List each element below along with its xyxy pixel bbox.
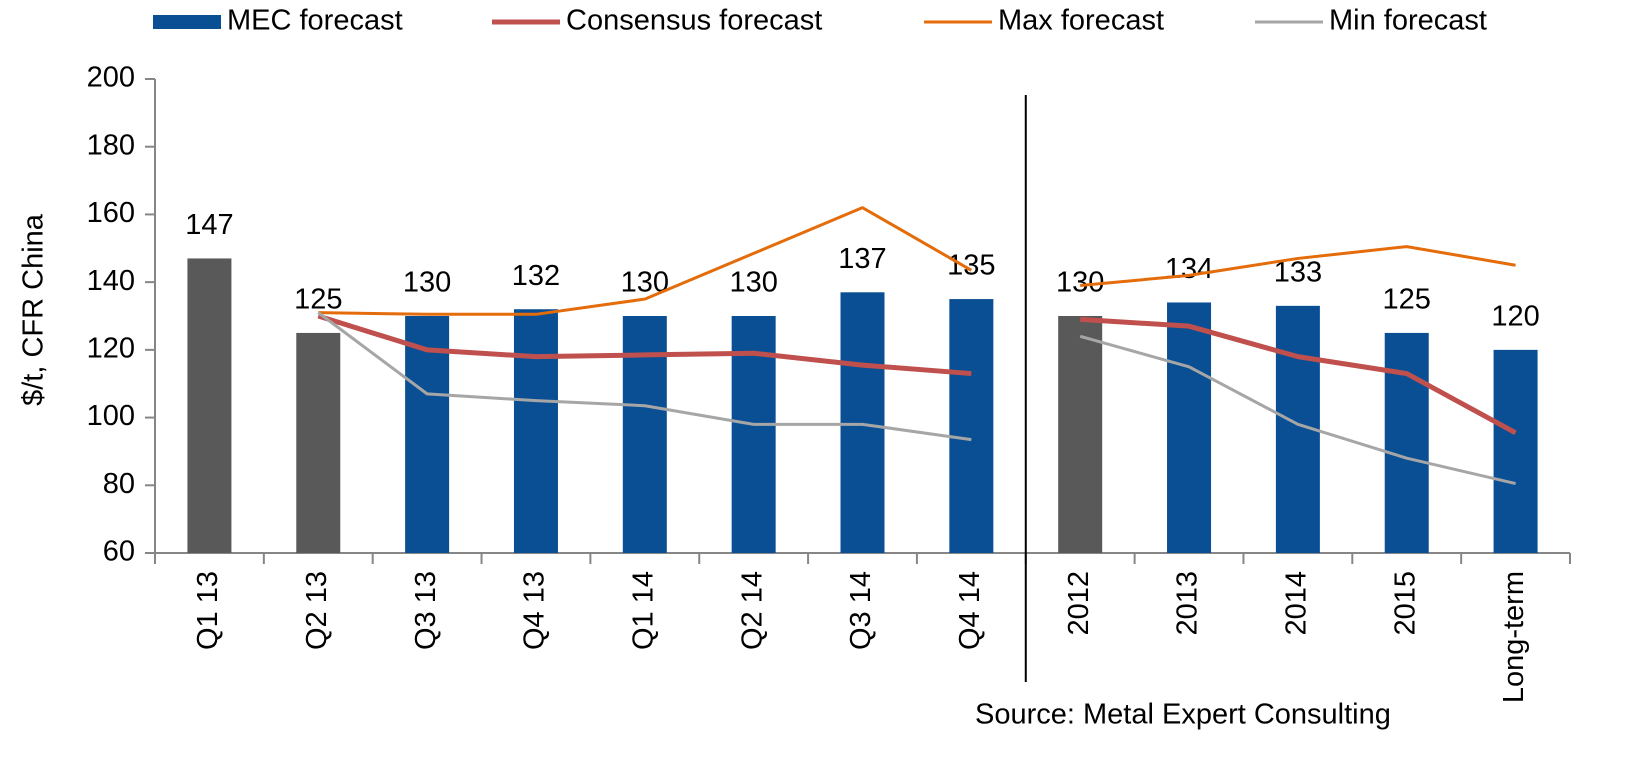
- data-label: 147: [185, 209, 233, 241]
- bar: [405, 316, 450, 553]
- bar: [187, 258, 232, 553]
- y-tick-label: 120: [87, 333, 135, 365]
- line: [317, 313, 972, 377]
- y-tick-label: 160: [87, 197, 135, 229]
- bar: [1058, 316, 1103, 553]
- legend-swatch: [153, 15, 221, 29]
- line: [1080, 245, 1516, 288]
- x-tick-label: Q4 14: [954, 571, 986, 650]
- x-tick-label: 2012: [1063, 571, 1095, 636]
- y-tick-label: 100: [87, 400, 135, 432]
- bar: [622, 316, 667, 553]
- data-label: 134: [1165, 253, 1213, 285]
- y-tick-label: 60: [103, 536, 135, 568]
- legend-label: Min forecast: [1329, 5, 1487, 37]
- data-label: 130: [621, 267, 669, 299]
- x-tick-label: Q3 14: [845, 571, 877, 650]
- data-label: 130: [729, 267, 777, 299]
- line: [318, 206, 973, 316]
- x-tick-label: Q1 14: [627, 571, 659, 650]
- data-label: 135: [947, 250, 995, 282]
- y-axis-title: $/t, CFR China: [18, 213, 50, 406]
- bar: [513, 309, 558, 553]
- bar: [949, 299, 994, 553]
- data-label: 125: [1383, 284, 1431, 316]
- y-tick-label: 200: [87, 62, 135, 94]
- legend-label: Max forecast: [998, 5, 1164, 37]
- x-tick-label: Q1 13: [192, 571, 224, 650]
- bar: [840, 292, 885, 553]
- line: [1079, 334, 1516, 486]
- x-tick-label: Long-term: [1498, 571, 1530, 703]
- line: [1080, 316, 1517, 436]
- y-tick-label: 140: [87, 265, 135, 297]
- x-tick-label: 2015: [1389, 571, 1421, 636]
- data-label: 130: [403, 267, 451, 299]
- x-tick-label: 2013: [1172, 571, 1204, 636]
- line: [317, 311, 972, 442]
- source: Source: Metal Expert Consulting: [975, 699, 1391, 731]
- x-tick-label: Q3 13: [410, 571, 442, 650]
- bar: [1384, 332, 1429, 553]
- bar: [1493, 349, 1538, 553]
- x-tick-label: Q2 13: [301, 571, 333, 650]
- legend-label: Consensus forecast: [566, 5, 822, 37]
- x-tick-label: Q4 13: [519, 571, 551, 650]
- y-tick-label: 80: [103, 468, 135, 500]
- x-tick-label: Q2 14: [736, 571, 768, 650]
- data-label: 137: [838, 243, 886, 275]
- data-label: 120: [1491, 301, 1539, 333]
- bar: [296, 332, 341, 553]
- legend-label: MEC forecast: [227, 5, 403, 37]
- data-label: 132: [512, 260, 560, 292]
- bar: [1167, 302, 1212, 553]
- x-tick-label: 2014: [1281, 571, 1313, 636]
- data-label: 125: [294, 284, 342, 316]
- y-tick-label: 180: [87, 129, 135, 161]
